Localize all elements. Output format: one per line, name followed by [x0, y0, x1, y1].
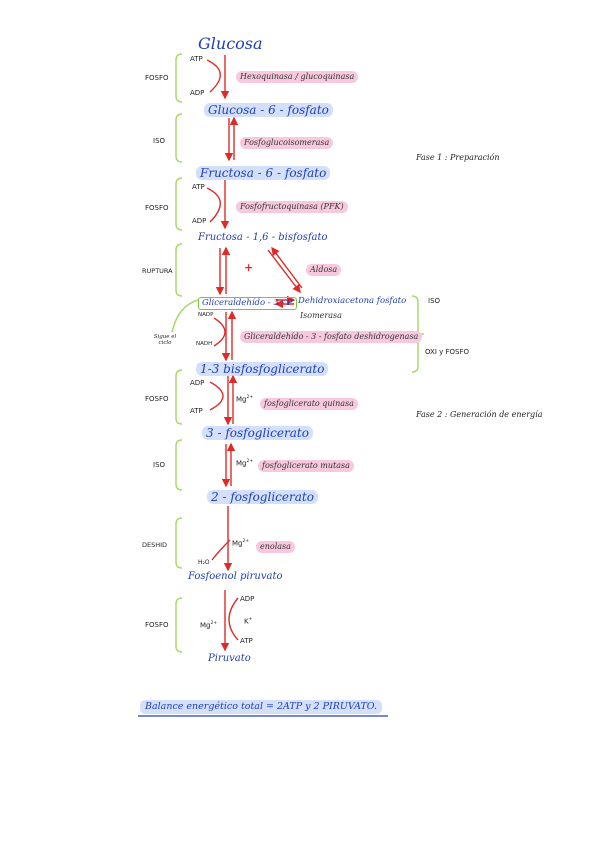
enzyme-pgk: fosfoglicerato quinasa [260, 398, 358, 410]
enzyme-fosfoglucoisomerasa: Fosfoglucoisomerasa [240, 137, 334, 149]
cofactor-adp: ADP [240, 595, 255, 603]
cofactor-mg: Mg2+ [236, 395, 254, 404]
cofactor-mg: Mg2+ [200, 621, 218, 630]
metabolite-13bpg: 1-3 bisfosfoglicerato [196, 362, 329, 376]
step-label-deshid: DESHID [142, 541, 168, 549]
enzyme-isomerasa: Isomerasa [300, 311, 342, 320]
metabolite-2pg: 2 - fosfoglicerato [207, 490, 318, 504]
step-label-iso-right: ISO [428, 297, 441, 305]
cofactor-atp: ATP [190, 55, 203, 63]
cofactor-nadp: NADP [198, 312, 214, 318]
step-label-oxi-fosfo: OXI y FOSFO [425, 348, 470, 356]
metabolite-pep: Fosfoenol piruvato [188, 571, 283, 582]
enzyme-hexoquinasa: Hexoquinasa / glucoquinasa [236, 71, 359, 83]
energy-balance: Balance energético total = 2ATP y 2 PIRU… [140, 700, 383, 714]
cofactor-atp: ATP [240, 637, 253, 645]
cofactor-mg: Mg2+ [232, 539, 250, 548]
cofactor-h2o: H₂O [198, 559, 210, 566]
enzyme-pgm: fosfoglicerato mutasa [258, 460, 354, 472]
cofactor-nadh: NADH [196, 341, 213, 347]
cofactor-adp: ADP [192, 217, 207, 225]
enzyme-pfk: Fosfofructoquinasa (PFK) [236, 201, 348, 213]
step-label-fosfo: FOSFO [145, 74, 169, 82]
metabolite-f16bp: Fructosa - 1,6 - bisfosfato [198, 232, 328, 243]
metabolite-g6p: Glucosa - 6 - fosfato [204, 103, 333, 117]
cofactor-adp: ADP [190, 379, 205, 387]
cofactor-atp: ATP [192, 183, 205, 191]
step-label-iso: ISO [153, 137, 166, 145]
cofactor-k: K+ [244, 617, 253, 626]
metabolite-glucosa: Glucosa [198, 34, 263, 53]
step-label-ruptura: RUPTURA [142, 267, 173, 275]
enzyme-g3pdh: Gliceraldehído - 3 - fosfato deshidrogen… [240, 331, 423, 343]
metabolite-dhap: Dehidroxiacetona fosfato [298, 296, 407, 306]
step-label-fosfo: FOSFO [145, 204, 169, 212]
cofactor-mg: Mg2+ [236, 459, 254, 468]
cofactor-atp: ATP [190, 407, 203, 415]
sigue-ciclo-note: Sigue el ciclo [153, 334, 177, 347]
phase-1-label: Fase 1 : Preparación [416, 153, 500, 162]
enzyme-aldosa: Aldosa [306, 264, 342, 276]
metabolite-g3p: Gliceraldehído - 3 - P [198, 297, 297, 310]
step-label-fosfo: FOSFO [145, 395, 169, 403]
step-label-iso: ISO [153, 461, 166, 469]
metabolite-f6p: Fructosa - 6 - fosfato [196, 166, 331, 180]
plus-sign: + [244, 261, 254, 274]
enzyme-enolasa: enolasa [256, 541, 295, 553]
cofactor-adp: ADP [190, 89, 205, 97]
metabolite-piruvato: Piruvato [208, 653, 251, 664]
step-label-fosfo: FOSFO [145, 621, 169, 629]
metabolite-3pg: 3 - fosfoglicerato [202, 426, 313, 440]
phase-2-label: Fase 2 : Generación de energía [416, 410, 543, 419]
